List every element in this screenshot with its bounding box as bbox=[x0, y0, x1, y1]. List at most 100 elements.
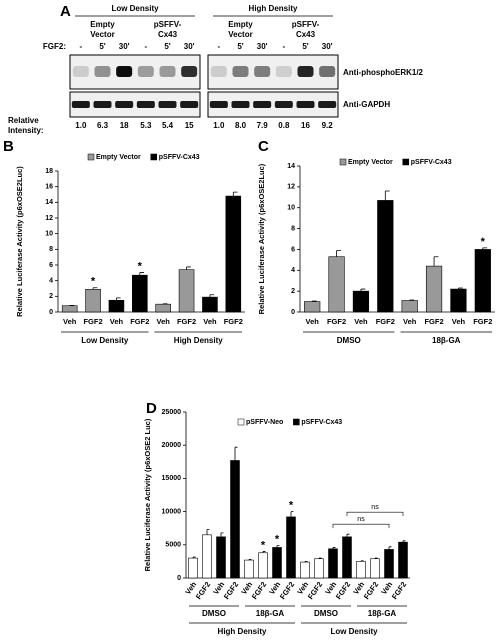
bar bbox=[328, 548, 338, 579]
y-tick-label: 14 bbox=[287, 163, 295, 170]
phospho-band bbox=[275, 66, 292, 77]
error-bar bbox=[332, 547, 336, 549]
phospho-band bbox=[181, 66, 198, 77]
group-label: High Density bbox=[218, 627, 267, 636]
gapdh-band bbox=[71, 101, 90, 108]
error-bar bbox=[311, 300, 317, 302]
gapdh-band bbox=[274, 101, 293, 108]
group-label: Empty bbox=[90, 20, 115, 29]
error-bar bbox=[92, 287, 98, 290]
x-tick-label: FGF2 bbox=[278, 580, 296, 601]
phospho-band bbox=[210, 66, 227, 77]
legend-label: pSFFV-Neo bbox=[246, 419, 283, 426]
group-label: DMSO bbox=[314, 609, 338, 618]
annotation: * bbox=[289, 500, 294, 512]
group-label: pSFFV- bbox=[154, 20, 182, 29]
intensity-label: 16 bbox=[301, 121, 310, 130]
group-label: Low Density bbox=[81, 336, 129, 345]
y-tick-label: 10000 bbox=[162, 508, 182, 515]
bar bbox=[356, 561, 366, 579]
blot-box bbox=[207, 54, 339, 90]
x-tick-label: Veh bbox=[63, 317, 77, 326]
error-bar bbox=[248, 559, 252, 561]
x-tick-label: Veh bbox=[157, 317, 171, 326]
bar bbox=[244, 559, 254, 579]
x-tick-label: FGF2 bbox=[327, 317, 346, 326]
bar bbox=[328, 256, 345, 313]
bar bbox=[384, 549, 394, 579]
y-tick-label: 12 bbox=[45, 215, 53, 222]
bracket bbox=[346, 511, 404, 517]
bar bbox=[188, 557, 198, 579]
lane-label: FGF2: bbox=[43, 42, 66, 51]
annotation: * bbox=[138, 260, 143, 272]
bar bbox=[230, 460, 240, 579]
y-tick-label: 0 bbox=[177, 575, 181, 582]
error-bar bbox=[262, 551, 266, 553]
x-tick-label: FGF2 bbox=[424, 317, 443, 326]
error-bar bbox=[139, 272, 145, 276]
error-bar bbox=[346, 533, 350, 537]
x-tick-label: FGF2 bbox=[390, 580, 408, 601]
gapdh-band bbox=[136, 101, 155, 108]
bar bbox=[401, 300, 418, 313]
error-bar bbox=[318, 557, 322, 559]
y-tick-label: 12 bbox=[287, 184, 295, 191]
x-tick-label: FGF2 bbox=[224, 317, 243, 326]
x-tick-label: Veh bbox=[452, 317, 466, 326]
gapdh-band bbox=[231, 101, 250, 108]
group-label: Vector bbox=[228, 30, 252, 39]
y-tick-label: 8 bbox=[49, 246, 53, 253]
legend-label: Empty Vector bbox=[96, 154, 141, 161]
blot-box bbox=[69, 54, 201, 90]
x-tick-label: FGF2 bbox=[376, 317, 395, 326]
legend-label: pSFFV-Cx43 bbox=[159, 154, 200, 161]
x-tick-label: FGF2 bbox=[83, 317, 102, 326]
lane-label: - bbox=[217, 42, 220, 51]
x-tick-label: FGF2 bbox=[222, 580, 240, 601]
y-tick-label: 15000 bbox=[162, 475, 182, 482]
x-tick-label: FGF2 bbox=[362, 580, 380, 601]
intensity-label: 18 bbox=[120, 121, 129, 130]
x-tick-label: FGF2 bbox=[334, 580, 352, 601]
error-bar bbox=[290, 511, 294, 517]
y-axis-label: Relative Luciferase Activity (p6xOSE2Luc… bbox=[15, 166, 24, 317]
error-bar bbox=[374, 557, 378, 559]
annotation: * bbox=[275, 533, 280, 545]
x-tick-label: Veh bbox=[306, 317, 320, 326]
group-label: Low Density bbox=[330, 627, 378, 636]
bar bbox=[272, 547, 282, 579]
bar bbox=[377, 200, 394, 313]
error-bar bbox=[336, 250, 341, 257]
lane-label: - bbox=[144, 42, 147, 51]
legend-swatch bbox=[150, 153, 157, 161]
bracket bbox=[332, 523, 390, 529]
bar bbox=[61, 305, 78, 313]
error-bar bbox=[186, 266, 191, 270]
group-label: pSFFV- bbox=[292, 20, 320, 29]
x-tick-label: Veh bbox=[354, 317, 368, 326]
lane-label: 30' bbox=[184, 42, 195, 51]
x-tick-label: FGF2 bbox=[473, 317, 492, 326]
blot-title: High Density bbox=[249, 4, 298, 13]
phospho-band bbox=[94, 66, 111, 77]
group-label: Cx43 bbox=[158, 30, 178, 39]
bar bbox=[178, 269, 195, 313]
error-bar bbox=[206, 529, 210, 535]
gapdh-band bbox=[318, 101, 337, 108]
gapdh-band bbox=[209, 101, 228, 108]
error-bar bbox=[388, 546, 392, 550]
y-tick-label: 2 bbox=[49, 293, 53, 300]
phospho-band bbox=[297, 66, 314, 77]
bar bbox=[425, 265, 443, 313]
bar bbox=[155, 303, 171, 313]
gapdh-band bbox=[296, 101, 315, 108]
y-tick-label: 6 bbox=[291, 246, 295, 253]
blot-title: Low Density bbox=[111, 4, 159, 13]
intensity-label: 1.0 bbox=[213, 121, 225, 130]
group-label: Empty bbox=[228, 20, 253, 29]
blot-box bbox=[69, 91, 201, 118]
bar bbox=[108, 299, 125, 313]
gapdh-band bbox=[93, 101, 112, 108]
